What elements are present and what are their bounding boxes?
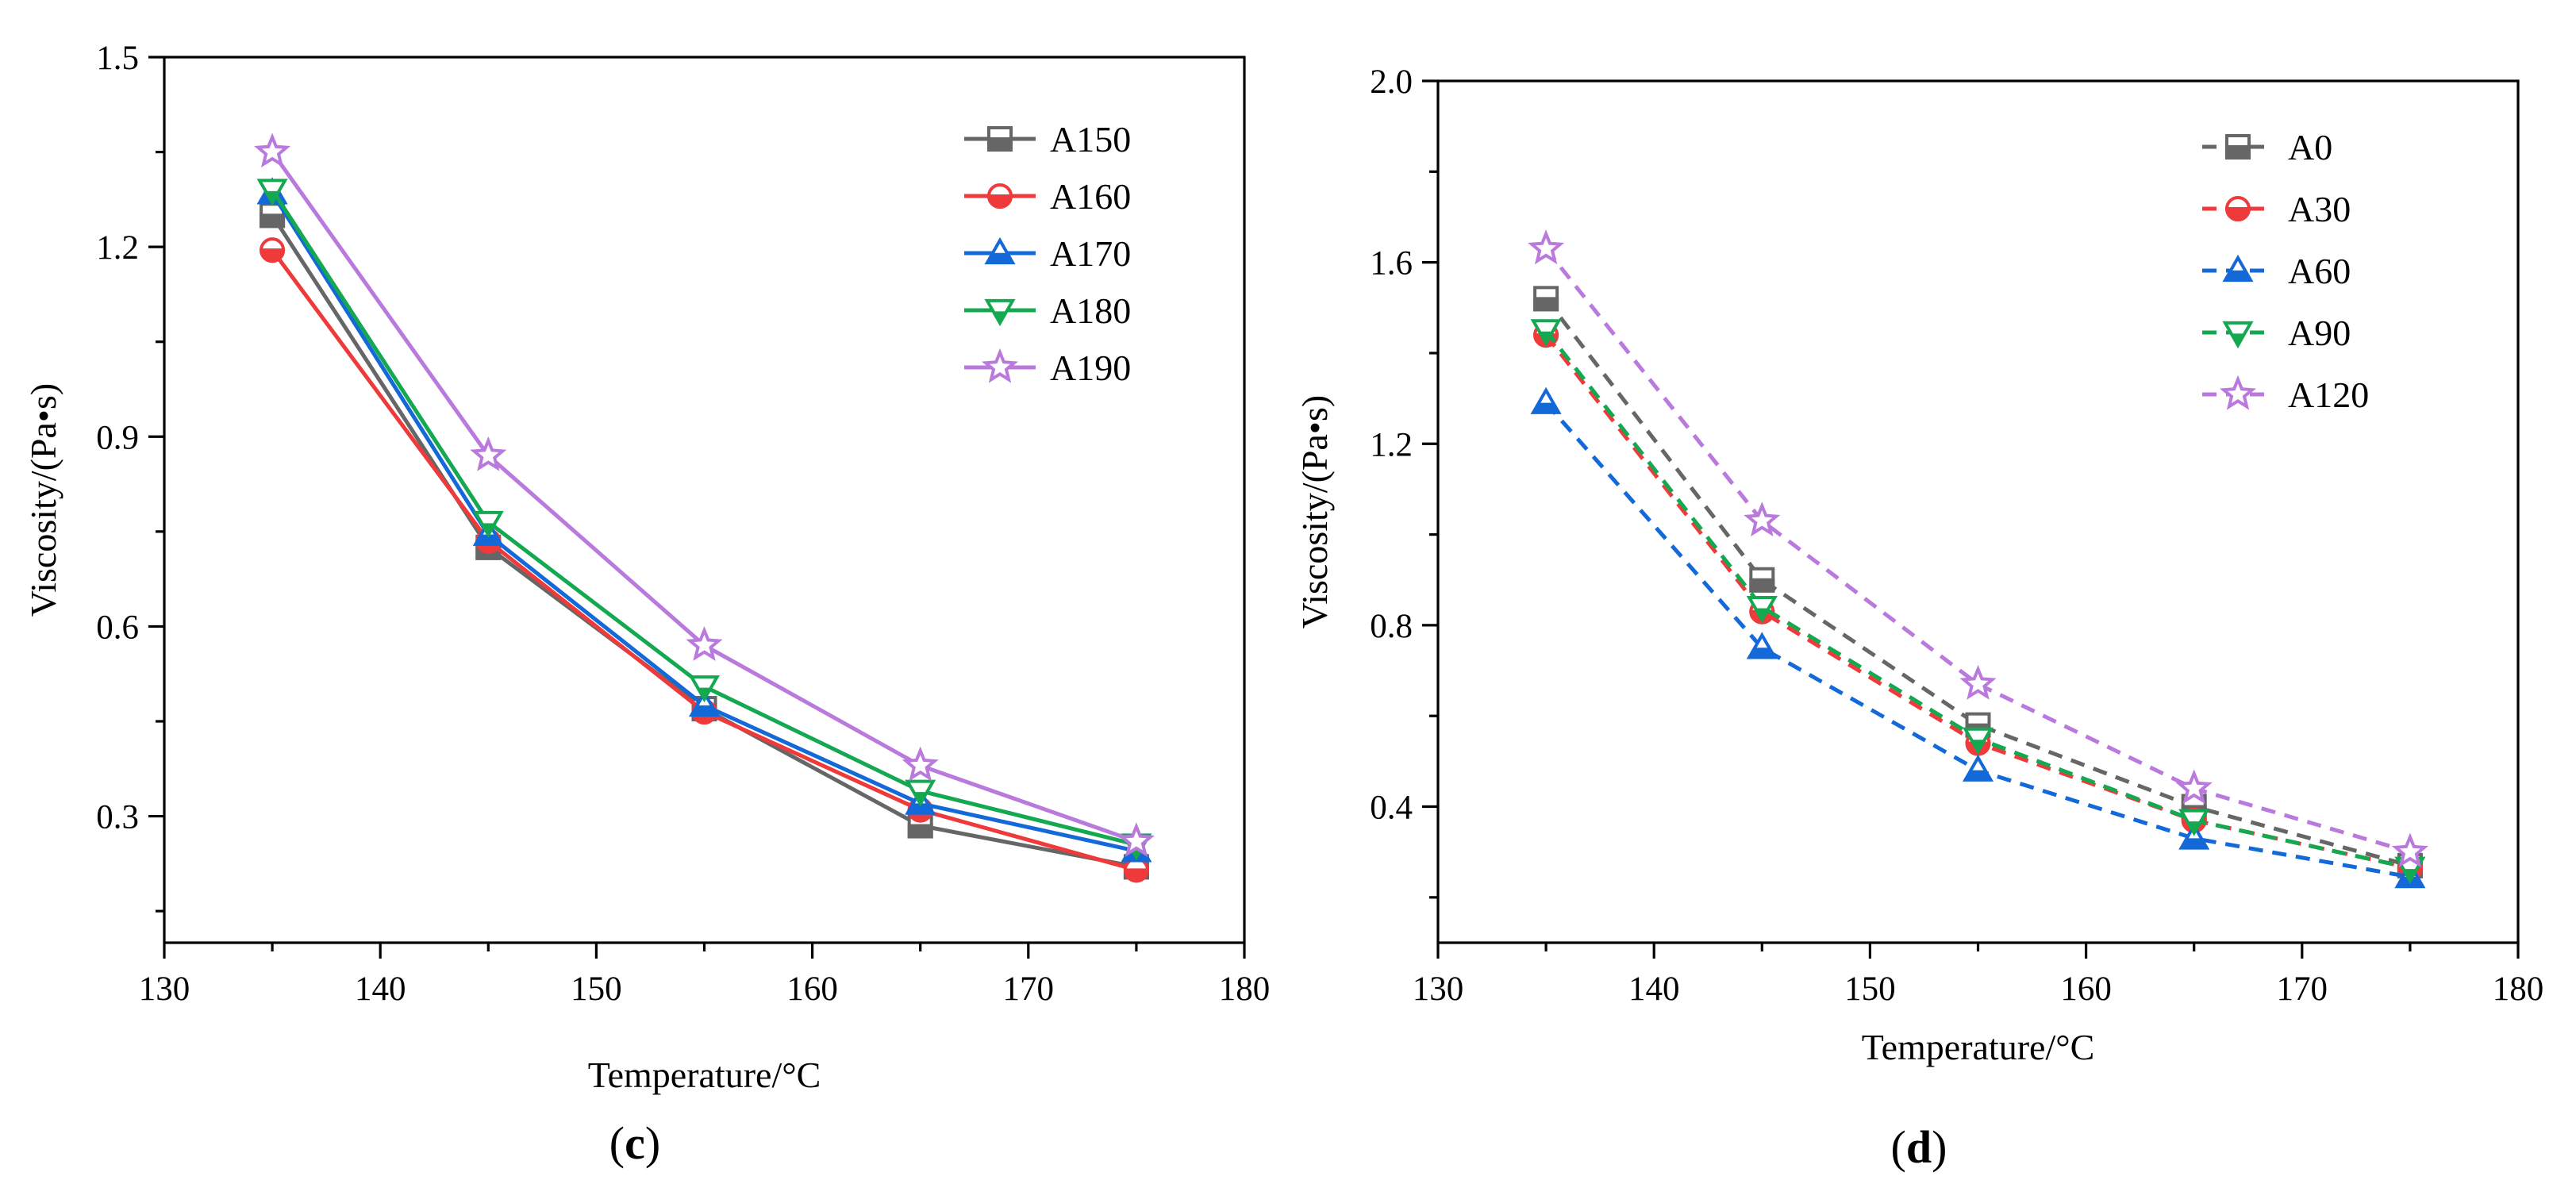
legend: A0 A30 A60 A90 A120 xyxy=(2202,127,2369,415)
chart-d: 130 140 150 160 170 180 0.4 0.8 1.2 1.6 2.0 Tempera… xyxy=(1294,63,2543,1173)
data-point xyxy=(902,746,939,782)
data-point xyxy=(1528,229,1565,265)
x-tick-label: 150 xyxy=(571,970,622,1008)
legend-item: A30 xyxy=(2202,189,2351,229)
series-line xyxy=(1544,402,2411,879)
y-tick-label: 1.5 xyxy=(96,40,139,77)
x-tick-label: 180 xyxy=(2493,970,2544,1008)
series-line xyxy=(271,248,1137,872)
x-tick-label: 160 xyxy=(786,970,838,1008)
legend-label: A150 xyxy=(1050,119,1131,160)
series-A90 xyxy=(1530,319,2426,884)
legend-label: A60 xyxy=(2288,251,2351,291)
series-A150 xyxy=(260,202,1149,880)
data-point xyxy=(254,133,291,168)
legend-marker xyxy=(981,348,1019,383)
data-point xyxy=(260,237,286,263)
legend-item: A160 xyxy=(964,176,1131,217)
legend-marker xyxy=(2219,375,2257,410)
legend-label: A90 xyxy=(2288,313,2351,353)
y-axis-title: Viscosity/(Pa•s) xyxy=(1294,395,1335,628)
x-tick-label: 140 xyxy=(355,970,406,1008)
legend-label: A190 xyxy=(1050,348,1131,388)
series-A120 xyxy=(1528,229,2428,868)
series-line xyxy=(271,189,1137,847)
data-point xyxy=(260,202,286,229)
y-tick-label: 1.6 xyxy=(1370,245,1413,282)
y-tick-label: 1.2 xyxy=(96,229,139,267)
legend-label: A0 xyxy=(2288,127,2332,167)
series-A190 xyxy=(254,133,1155,857)
data-point xyxy=(2175,769,2213,805)
series-line xyxy=(1544,247,2411,855)
x-tick-label: 170 xyxy=(1003,970,1055,1008)
y-tick-label: 0.8 xyxy=(1370,608,1413,645)
x-tick-label: 180 xyxy=(1219,970,1271,1008)
series-line xyxy=(1544,333,2411,871)
x-tick-label: 130 xyxy=(1413,970,1464,1008)
legend-item: A0 xyxy=(2202,127,2332,167)
y-tick-label: 1.2 xyxy=(1370,426,1413,463)
x-tick-label: 170 xyxy=(2277,970,2328,1008)
series-A160 xyxy=(260,237,1149,883)
legend-marker xyxy=(2224,196,2251,221)
y-tick-label: 0.4 xyxy=(1370,790,1413,827)
legend-label: A180 xyxy=(1050,290,1131,331)
data-point xyxy=(1123,857,1149,883)
series-line xyxy=(270,192,1137,853)
legend-label: A170 xyxy=(1050,233,1131,274)
data-point xyxy=(470,436,507,471)
data-point xyxy=(2391,832,2428,868)
legend-marker xyxy=(986,183,1013,209)
plot-frame xyxy=(1436,79,2520,944)
legend-item: A90 xyxy=(2202,313,2351,353)
x-axis-title: Temperature/°C xyxy=(588,1055,821,1095)
legend-item: A120 xyxy=(2202,375,2369,415)
legend-item: A190 xyxy=(964,348,1131,388)
legend-label: A160 xyxy=(1050,176,1131,217)
data-point xyxy=(1959,664,1997,700)
series-A170 xyxy=(256,177,1152,863)
y-tick-label: 2.0 xyxy=(1370,63,1413,101)
chart-c: 130 140 150 160 170 180 0.3 0.6 0.9 1.2 1.5 Tempera… xyxy=(23,40,1270,1169)
x-tick-label: 140 xyxy=(1628,970,1680,1008)
legend-label: A30 xyxy=(2288,189,2351,229)
data-point xyxy=(686,626,723,661)
data-point xyxy=(1749,567,1775,593)
legend-item: A60 xyxy=(2202,251,2351,291)
panel-label: (d) xyxy=(1891,1121,1947,1173)
series-A60 xyxy=(1530,386,2426,889)
data-point xyxy=(1117,822,1155,857)
x-tick-label: 150 xyxy=(1844,970,1896,1008)
legend: A150 A160 A170 A180 A190 xyxy=(964,119,1131,388)
y-tick-label: 0.3 xyxy=(96,799,139,836)
legend-marker xyxy=(2225,134,2251,160)
panel-label: (c) xyxy=(609,1117,660,1169)
y-tick-label: 0.9 xyxy=(96,419,139,456)
y-axis-title: Viscosity/(Pa•s) xyxy=(23,383,63,617)
legend-label: A120 xyxy=(2288,375,2369,415)
data-point xyxy=(1533,286,1559,312)
legend-marker xyxy=(987,126,1013,152)
x-tick-label: 160 xyxy=(2060,970,2112,1008)
x-tick-label: 130 xyxy=(139,970,190,1008)
series-A180 xyxy=(256,179,1152,861)
legend-item: A150 xyxy=(964,119,1131,160)
data-point xyxy=(1744,502,1781,536)
y-tick-label: 0.6 xyxy=(96,609,139,646)
legend-item: A180 xyxy=(964,290,1131,331)
x-axis-title: Temperature/°C xyxy=(1862,1027,2095,1067)
series-line xyxy=(1544,329,2411,871)
legend-item: A170 xyxy=(964,233,1131,274)
